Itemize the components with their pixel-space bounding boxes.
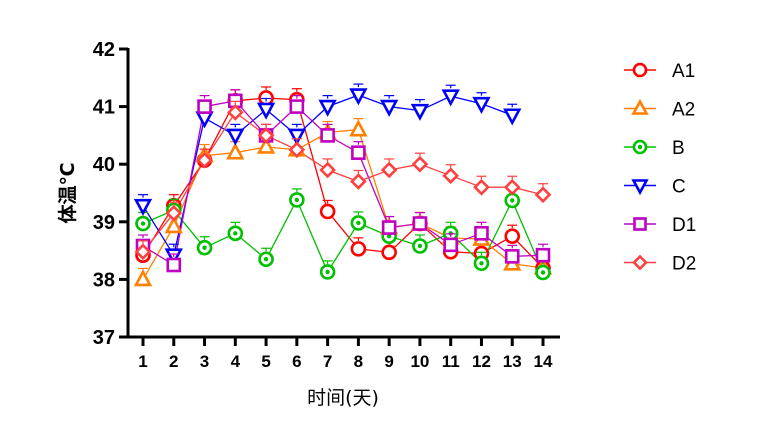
y-tick-label: 38 (93, 269, 115, 291)
series-markers-d2 (134, 100, 552, 261)
x-tick-label: 2 (169, 352, 178, 371)
plot-markers (133, 83, 553, 287)
legend-marker-icon (631, 179, 649, 196)
x-tick-label: 11 (442, 352, 460, 371)
legend-item-a2: A2 (624, 98, 695, 121)
legend-item-d1: D1 (624, 215, 696, 236)
y-tick-label: 39 (93, 212, 115, 234)
y-tick-label: 40 (93, 154, 115, 176)
x-tick-label: 3 (200, 352, 209, 371)
legend-label: D1 (672, 215, 696, 236)
x-tick-label: 1 (138, 352, 147, 371)
legend-item-d2: D2 (624, 254, 696, 275)
legend-label: C (672, 177, 686, 198)
x-tick-label: 7 (323, 352, 332, 371)
y-tick-label: 42 (93, 39, 115, 61)
x-tick-label: 6 (292, 352, 301, 371)
legend-label: A2 (672, 100, 695, 121)
x-tick-label: 5 (261, 352, 270, 371)
legend: A1 A2 BC D1 D2 (624, 61, 696, 275)
legend-label: D2 (672, 254, 696, 275)
series-markers-c (133, 83, 522, 266)
legend-item-b: B (624, 138, 685, 159)
legend-marker-icon (632, 139, 648, 155)
y-axis: 37 38 39 40 41 42 (93, 39, 130, 349)
y-axis-title: 体温℃ (56, 162, 79, 223)
x-tick-label: 12 (472, 352, 491, 371)
legend-marker-icon (632, 62, 648, 78)
x-axis-title: 时间(天) (307, 387, 379, 409)
x-tick-label: 4 (231, 352, 241, 371)
x-tick-label: 10 (410, 352, 429, 371)
legend-marker-icon (631, 98, 649, 115)
legend-item-c: C (624, 177, 686, 198)
x-tick-label: 8 (354, 352, 363, 371)
legend-label: B (672, 138, 685, 159)
y-tick-label: 37 (93, 327, 115, 349)
legend-marker-icon (633, 217, 647, 231)
legend-item-a1: A1 (624, 61, 695, 82)
legend-label: A1 (672, 61, 695, 82)
x-tick-label: 13 (503, 352, 522, 371)
y-tick-label: 41 (93, 97, 115, 119)
x-tick-label: 14 (534, 352, 553, 371)
legend-marker-icon (632, 254, 648, 271)
x-axis: 1 2 3 4 5 6 7 8 9 10 11 12 13 14 (126, 335, 560, 371)
x-tick-label: 9 (384, 352, 393, 371)
